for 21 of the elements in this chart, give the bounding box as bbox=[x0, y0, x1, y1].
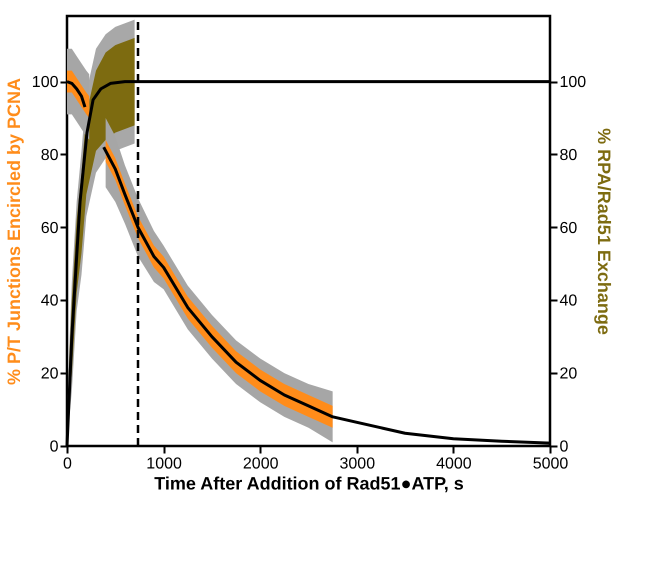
y2-tick-label: 60 bbox=[560, 220, 578, 237]
x-tick-label: 5000 bbox=[532, 456, 568, 472]
y-tick-label: 40 bbox=[40, 292, 59, 310]
x-tick-label: 2000 bbox=[242, 456, 279, 472]
x-tick-label: 1000 bbox=[146, 456, 182, 472]
x-tick-label: 4000 bbox=[436, 456, 472, 472]
y2-tick-label: 80 bbox=[560, 146, 578, 164]
y-tick-label: 20 bbox=[40, 366, 59, 383]
y-axis-title: % P/T Junctions Encircled by PCNA bbox=[4, 78, 24, 386]
y2-tick-label: 100 bbox=[560, 74, 586, 92]
y-tick-label: 60 bbox=[40, 220, 59, 237]
x-tick-label: 0 bbox=[63, 456, 72, 472]
x-axis-title: Time After Addition of Rad51●ATP, s bbox=[154, 474, 464, 494]
y2-axis-title: % RPA/Rad51 Exchange bbox=[594, 128, 614, 335]
y2-tick-label: 0 bbox=[560, 438, 568, 456]
y2-tick-label: 20 bbox=[560, 366, 578, 383]
y-tick-label: 0 bbox=[50, 438, 59, 456]
y-tick-label: 80 bbox=[40, 146, 59, 164]
y-tick-label: 100 bbox=[32, 74, 59, 92]
x-tick-label: 3000 bbox=[340, 456, 376, 472]
y2-tick-label: 40 bbox=[560, 292, 578, 310]
